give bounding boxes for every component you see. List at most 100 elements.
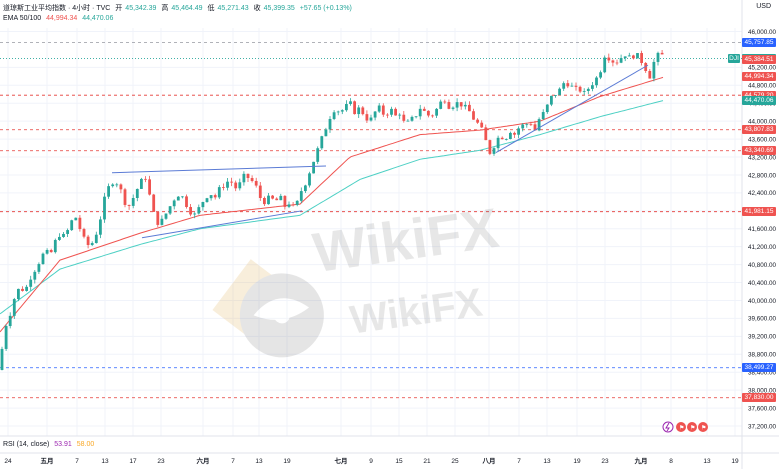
price-tick-label: 42,800.00 bbox=[748, 172, 777, 179]
flag-icon[interactable] bbox=[676, 422, 686, 432]
price-label[interactable]: 44,994.34 bbox=[742, 72, 776, 82]
candle bbox=[324, 127, 328, 137]
candle bbox=[435, 108, 438, 119]
ema50-line bbox=[0, 76, 664, 333]
symbol-title[interactable]: 道琼斯工业平均指数 · 4小时 · TVC bbox=[3, 5, 111, 12]
price-label[interactable]: 44,579.20 bbox=[742, 90, 776, 100]
candle bbox=[135, 188, 139, 202]
time-tick-label: 9 bbox=[369, 458, 373, 465]
candle bbox=[336, 110, 340, 116]
high-value: 45,464.49 bbox=[171, 5, 203, 12]
lightning-icon[interactable] bbox=[662, 421, 674, 433]
open-label: 开 bbox=[115, 5, 123, 12]
candle bbox=[488, 139, 492, 156]
candle bbox=[451, 106, 455, 111]
flag-icon[interactable] bbox=[687, 422, 697, 432]
svg-text:⚑: ⚑ bbox=[701, 425, 706, 432]
candle bbox=[37, 262, 41, 275]
candle bbox=[205, 197, 209, 203]
candle bbox=[353, 100, 356, 115]
rsi-legend[interactable]: RSI (14, close) 53.91 58.00 bbox=[3, 441, 97, 448]
price-label[interactable]: 37,830.00 bbox=[742, 393, 776, 403]
price-label[interactable]: 41,981.15 bbox=[742, 207, 776, 217]
price-tick-label: 44,000.00 bbox=[748, 118, 777, 125]
candle bbox=[312, 161, 315, 174]
candle bbox=[595, 76, 598, 88]
time-tick-label: 23 bbox=[601, 458, 609, 465]
candle bbox=[603, 55, 607, 74]
time-tick-label: 13 bbox=[255, 458, 263, 465]
candle bbox=[53, 238, 57, 254]
candle bbox=[607, 53, 611, 63]
candle bbox=[12, 297, 16, 320]
time-tick-label: 13 bbox=[703, 458, 711, 465]
change-value: +57.65 (+0.13%) bbox=[299, 5, 352, 12]
price-label[interactable]: 44,470.06 bbox=[742, 95, 776, 105]
candle bbox=[345, 100, 348, 112]
candle bbox=[480, 120, 484, 128]
candle bbox=[660, 50, 664, 55]
candle bbox=[226, 178, 229, 191]
ema-legend[interactable]: EMA 50/100 44,994.34 44,470.06 bbox=[3, 15, 116, 22]
candle bbox=[209, 194, 213, 201]
candle bbox=[308, 171, 311, 188]
candle bbox=[258, 182, 262, 201]
time-tick-label: 7 bbox=[517, 458, 521, 465]
candle bbox=[513, 131, 516, 139]
candle bbox=[418, 104, 422, 120]
candle bbox=[586, 87, 590, 95]
candle bbox=[529, 121, 533, 127]
candle bbox=[119, 183, 123, 194]
candle bbox=[140, 177, 143, 190]
candle bbox=[468, 101, 471, 112]
candle bbox=[369, 114, 373, 122]
price-label[interactable]: 45,384.51 bbox=[742, 54, 776, 64]
price-label[interactable]: 38,499.27 bbox=[742, 363, 776, 373]
candle bbox=[4, 324, 8, 351]
candle bbox=[390, 106, 393, 117]
candle bbox=[558, 87, 561, 96]
price-tick-label: 38,000.00 bbox=[748, 387, 777, 394]
wikifx-globe-icon bbox=[212, 259, 324, 358]
candle bbox=[406, 118, 410, 122]
candle bbox=[611, 59, 615, 67]
candle bbox=[427, 110, 430, 118]
candle bbox=[271, 194, 274, 200]
candle bbox=[623, 56, 627, 62]
candle bbox=[410, 115, 414, 122]
candle bbox=[181, 196, 184, 199]
price-label[interactable]: 43,340.69 bbox=[742, 146, 776, 156]
candle bbox=[566, 79, 570, 89]
candle bbox=[33, 270, 37, 284]
candle bbox=[541, 109, 545, 120]
candle bbox=[365, 110, 369, 124]
trendline bbox=[495, 64, 649, 153]
candle bbox=[640, 50, 643, 66]
price-label[interactable]: 43,807.83 bbox=[742, 125, 776, 135]
candle bbox=[525, 123, 529, 128]
candle bbox=[49, 248, 53, 253]
price-tick-label: 39,200.00 bbox=[748, 334, 777, 341]
time-tick-label: 24 bbox=[4, 458, 12, 465]
open-value: 45,342.39 bbox=[125, 5, 157, 12]
candle bbox=[152, 193, 156, 213]
price-label[interactable]: 45,757.85 bbox=[742, 37, 776, 47]
close-label: 收 bbox=[253, 5, 261, 12]
candle bbox=[386, 113, 389, 119]
candle bbox=[78, 215, 82, 232]
candle bbox=[648, 69, 652, 79]
candle bbox=[402, 110, 406, 123]
candle bbox=[361, 106, 365, 116]
candle bbox=[422, 106, 426, 112]
candle bbox=[86, 234, 90, 249]
time-axis: 24 五月 7 13 17 23 六月 7 13 19 七月 9 15 21 25 八月 7 13 19 23 九月 8 1… bbox=[4, 456, 739, 465]
low-value: 45,271.43 bbox=[217, 5, 249, 12]
candle bbox=[41, 252, 45, 265]
flag-icon[interactable] bbox=[698, 422, 708, 432]
candle bbox=[537, 117, 541, 132]
time-tick-label: 八月 bbox=[482, 457, 496, 465]
price-tick-label: 37,600.00 bbox=[748, 405, 777, 412]
chart-tool-icons[interactable]: ⚑ ⚑ ⚑ bbox=[662, 421, 708, 433]
candle bbox=[131, 194, 135, 209]
